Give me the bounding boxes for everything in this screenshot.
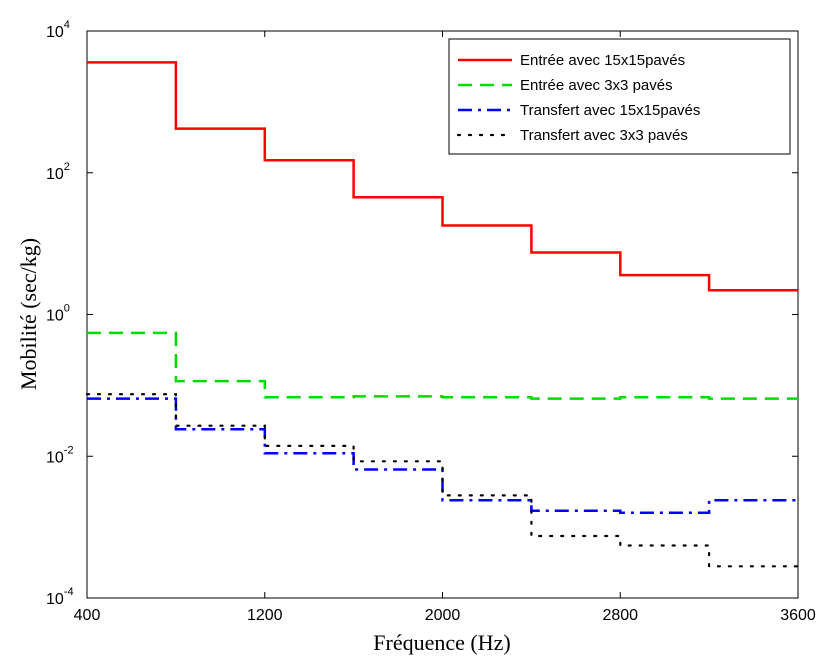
legend-box	[448, 38, 791, 155]
x-tick-label: 3600	[780, 607, 816, 624]
series-line-2	[87, 331, 798, 400]
y-tick-label: 100	[46, 303, 70, 325]
legend-label-4: Transfert avec 3x3 pavés	[520, 127, 688, 144]
series-line-4	[85, 393, 800, 568]
legend-label-1: Entrée avec 15x15pavés	[520, 52, 685, 69]
y-tick-label: 102	[46, 161, 70, 183]
legend-label-3: Transfert avec 15x15pavés	[520, 102, 700, 119]
series-layer	[85, 61, 800, 568]
series-line-1	[87, 61, 798, 292]
y-axis-label: Mobilité (sec/kg)	[16, 238, 41, 390]
x-tick-label: 1200	[247, 607, 283, 624]
series-line-3	[87, 397, 798, 514]
ticks-layer: 400 1200 2000 2800 3600 10-4 10-2 100 102 104	[46, 19, 816, 624]
y-tick-label: 10-2	[46, 444, 74, 466]
legend: Entrée avec 15x15pavés Entrée avec 3x3 pa…	[448, 38, 791, 155]
x-tick-label: 400	[74, 607, 101, 624]
x-tick-label: 2800	[602, 607, 638, 624]
legend-label-2: Entrée avec 3x3 pavés	[520, 77, 673, 94]
y-tick-label: 10-4	[46, 586, 74, 608]
y-tick-label: 104	[46, 19, 70, 41]
x-tick-label: 2000	[425, 607, 461, 624]
x-axis-label: Fréquence (Hz)	[373, 630, 510, 655]
